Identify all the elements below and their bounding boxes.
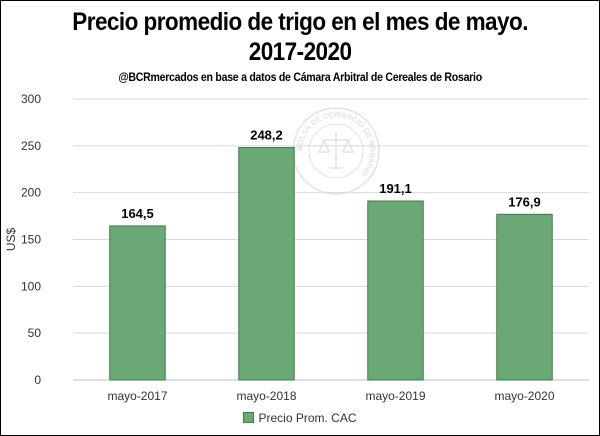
- x-tick-label: mayo-2020: [494, 389, 554, 403]
- bar-mayo-2020: [496, 213, 553, 381]
- data-label: 248,2: [250, 128, 283, 143]
- bar-mayo-2017: [109, 225, 166, 381]
- x-tick-label: mayo-2018: [236, 389, 296, 403]
- data-label: 164,5: [121, 206, 154, 221]
- legend-swatch: [243, 412, 255, 423]
- y-tick-label: 250: [21, 139, 41, 153]
- y-axis-ticks: 0 50 100 150 200 250 300: [21, 92, 41, 387]
- watermark-seal: BOLSA DE COMERCIO DE ROSARIO: [292, 107, 380, 195]
- data-labels: 164,5 248,2 191,1 176,9: [121, 128, 541, 221]
- y-tick-label: 150: [21, 233, 41, 247]
- chart-title-line2: 2017-2020: [248, 38, 352, 66]
- y-tick-label: 100: [21, 279, 41, 293]
- x-tick-label: mayo-2019: [365, 389, 425, 403]
- bars: [109, 147, 553, 381]
- y-tick-label: 50: [28, 326, 42, 340]
- x-axis-ticks: mayo-2017 mayo-2018 mayo-2019 mayo-2020: [107, 389, 554, 403]
- x-tick-label: mayo-2017: [107, 389, 167, 403]
- chart-title: Precio promedio de trigo en el mes de ma…: [31, 7, 569, 67]
- chart-title-line1: Precio promedio de trigo en el mes de ma…: [72, 8, 528, 36]
- data-label: 191,1: [379, 181, 412, 196]
- legend-label: Precio Prom. CAC: [258, 411, 357, 425]
- y-axis-label: US$: [4, 228, 18, 252]
- y-tick-label: 200: [21, 186, 41, 200]
- bar-mayo-2018: [238, 147, 295, 381]
- bar-mayo-2019: [367, 200, 424, 381]
- chart-subtitle: @BCRmercados en base a datos de Cámara A…: [118, 70, 482, 84]
- y-tick-label: 300: [21, 92, 41, 106]
- data-label: 176,9: [508, 194, 541, 209]
- y-tick-label: 0: [34, 373, 41, 387]
- chart-legend: Precio Prom. CAC: [1, 411, 599, 425]
